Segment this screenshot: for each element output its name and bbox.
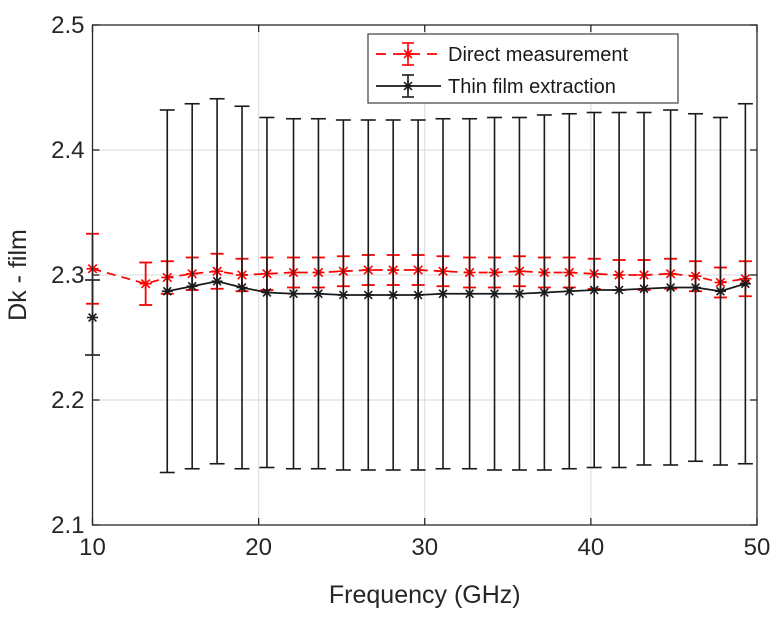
y-tick-label: 2.2 <box>51 387 84 414</box>
legend-entry-label: Thin film extraction <box>448 76 616 98</box>
x-tick-label: 20 <box>245 534 272 561</box>
legend: Direct measurement Thin film extraction <box>367 33 679 104</box>
legend-entry-label: Direct measurement <box>448 44 629 66</box>
data-marker <box>387 289 399 301</box>
data-marker <box>714 285 726 297</box>
axis-ticks <box>91 24 758 526</box>
data-marker <box>139 277 152 290</box>
data-marker <box>161 285 173 297</box>
data-marker <box>402 48 414 60</box>
data-marker <box>588 284 600 296</box>
data-marker <box>538 287 550 298</box>
data-marker <box>690 282 702 293</box>
data-marker <box>464 288 476 300</box>
data-marker <box>489 288 501 300</box>
series-thin-film-extraction <box>85 97 753 474</box>
data-marker <box>312 288 324 300</box>
data-marker <box>638 283 650 295</box>
y-tick-label: 2.3 <box>51 262 84 289</box>
legend-entry-thin-film-extraction: Thin film extraction <box>376 74 616 98</box>
y-tick-label: 2.5 <box>51 12 84 39</box>
x-tick-label: 40 <box>578 534 605 561</box>
data-marker <box>288 288 300 300</box>
data-marker <box>261 287 273 298</box>
data-marker <box>337 289 349 301</box>
data-marker <box>665 282 677 293</box>
data-marker <box>437 288 449 300</box>
data-marker <box>211 275 223 287</box>
legend-entry-direct-measurement: Direct measurement <box>376 42 629 66</box>
legend-box <box>367 33 679 104</box>
data-marker <box>739 278 751 290</box>
x-tick-label: 30 <box>411 534 438 561</box>
x-axis-title: Frequency (GHz) <box>329 581 521 609</box>
y-axis-title: Dk - film <box>4 229 32 321</box>
y-tick-label: 2.1 <box>51 512 84 539</box>
data-marker <box>402 80 414 92</box>
x-tick-label: 50 <box>744 534 771 561</box>
x-tick-label: 10 <box>79 534 106 561</box>
data-marker <box>563 285 575 297</box>
data-marker <box>412 289 424 301</box>
data-marker <box>362 289 374 301</box>
data-marker <box>236 282 248 293</box>
y-tick-label: 2.4 <box>51 137 84 164</box>
data-marker <box>613 284 625 296</box>
data-marker <box>513 288 525 300</box>
data-marker <box>186 280 198 292</box>
